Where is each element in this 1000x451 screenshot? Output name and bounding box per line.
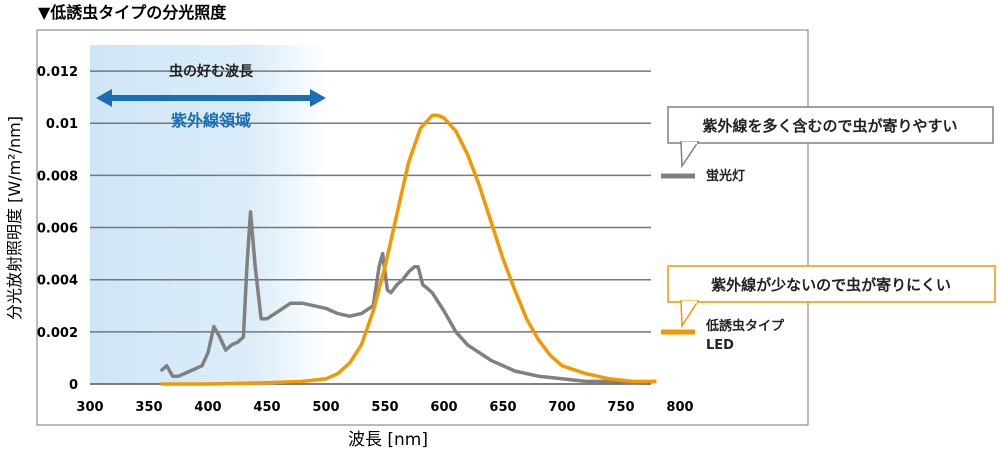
insect-band-label: 虫の好む波長 bbox=[169, 63, 254, 80]
uv-region bbox=[90, 45, 326, 384]
uv-arrow bbox=[96, 89, 326, 107]
x-tick-label: 500 bbox=[312, 400, 339, 415]
x-tick-label: 700 bbox=[548, 400, 575, 415]
y-tick-label: 0.006 bbox=[37, 222, 78, 237]
callout-fluorescent-text: 紫外線を多く含むので虫が寄りやすい bbox=[702, 117, 957, 135]
legend-label-fluorescent: 蛍光灯 bbox=[706, 168, 745, 184]
y-tick-label: 0.012 bbox=[37, 65, 78, 80]
y-tick-label: 0.01 bbox=[46, 117, 78, 132]
y-tick-labels: 0 0.002 0.004 0.006 0.008 0.01 0.012 bbox=[37, 65, 78, 393]
x-tick-label: 600 bbox=[430, 400, 457, 415]
callout-led-text: 紫外線が少ないので虫が寄りにくい bbox=[711, 276, 951, 294]
x-axis-label: 波長 [nm] bbox=[348, 430, 428, 450]
x-tick-label: 400 bbox=[194, 400, 221, 415]
y-tick-label: 0.008 bbox=[37, 169, 78, 184]
legend-fluorescent: 紫外線を多く含むので虫が寄りやすい 蛍光灯 bbox=[661, 106, 994, 184]
legend-led: 紫外線が少ないので虫が寄りにくい 低誘虫タイプ LED bbox=[661, 265, 996, 353]
x-tick-label: 450 bbox=[253, 400, 280, 415]
y-tick-label: 0.004 bbox=[37, 274, 78, 289]
x-tick-label: 550 bbox=[371, 400, 398, 415]
legend-label-led-line2: LED bbox=[706, 338, 734, 353]
y-tick-label: 0.002 bbox=[37, 326, 78, 341]
x-tick-label: 650 bbox=[489, 400, 516, 415]
y-axis-label: 分光放射照明度 [W/m²/nm] bbox=[5, 116, 24, 320]
gridlines bbox=[90, 70, 651, 385]
x-tick-label: 750 bbox=[607, 400, 634, 415]
x-tick-label: 350 bbox=[135, 400, 162, 415]
y-tick-label: 0 bbox=[69, 378, 78, 393]
uv-region-label: 紫外線領域 bbox=[171, 111, 251, 130]
legend-label-led-line1: 低誘虫タイプ bbox=[705, 318, 785, 334]
callout-fluorescent-box bbox=[667, 106, 994, 144]
x-tick-label: 300 bbox=[76, 400, 103, 415]
callout-led-box bbox=[667, 265, 996, 303]
x-tick-label: 800 bbox=[666, 400, 693, 415]
series-line-fluorescent bbox=[159, 210, 657, 385]
x-tick-labels: 300 350 400 450 500 550 600 650 700 750 800 bbox=[76, 400, 693, 415]
chart-title: ▼低誘虫タイプの分光照度 bbox=[38, 3, 227, 22]
series-line-led bbox=[160, 113, 657, 386]
